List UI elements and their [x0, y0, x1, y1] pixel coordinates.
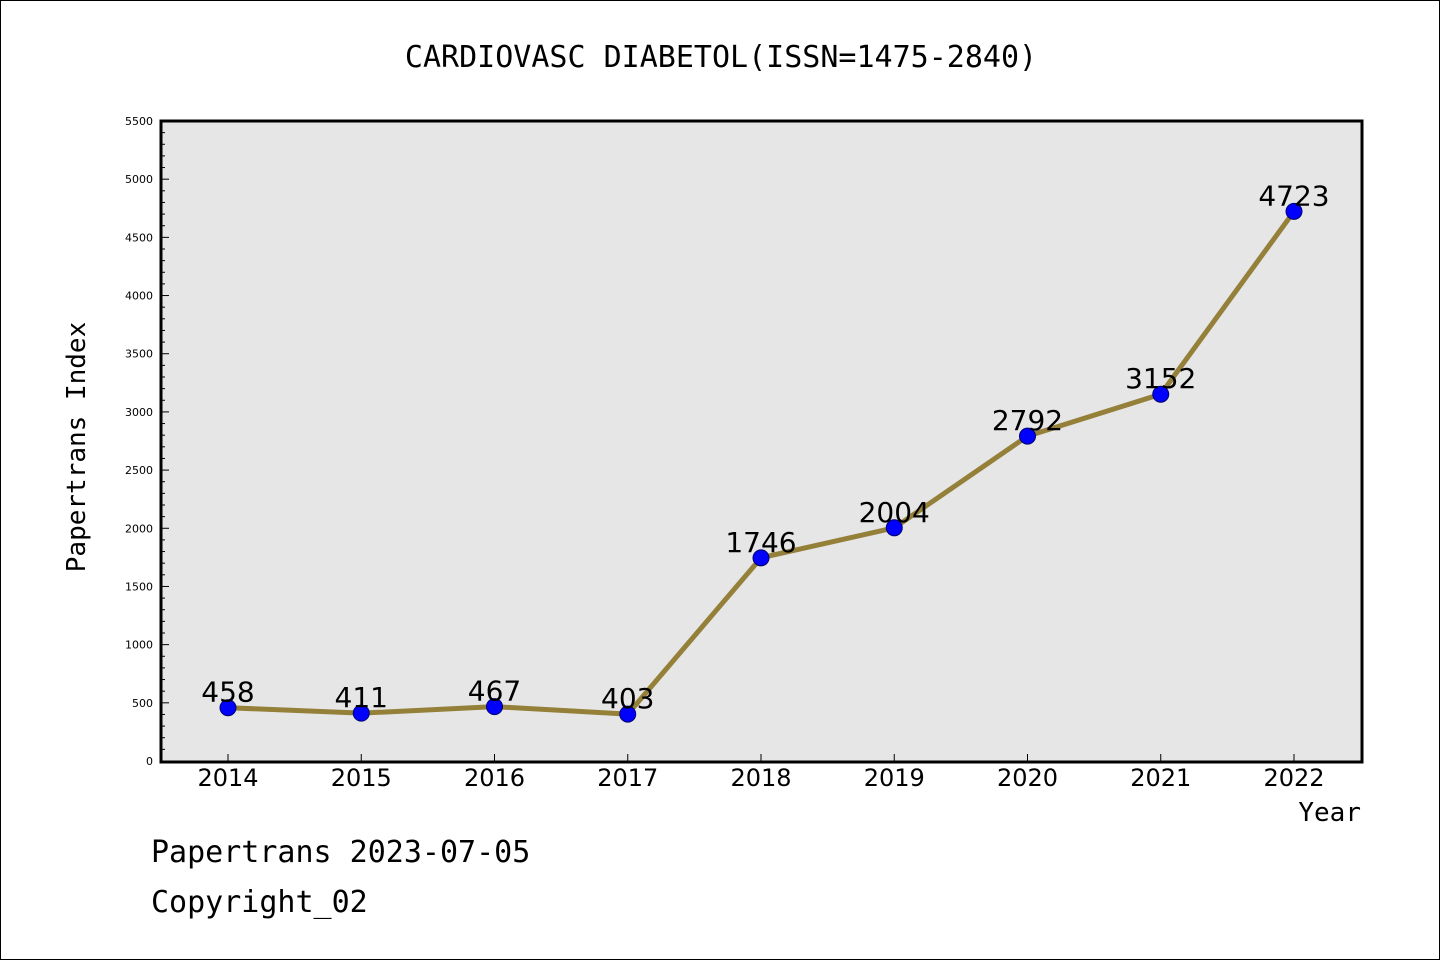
data-point-marker — [352, 704, 370, 722]
x-tick-label: 2019 — [864, 764, 925, 792]
data-label: 458 — [201, 676, 254, 709]
data-point-marker — [619, 705, 637, 723]
y-tick-label: 2000 — [125, 522, 153, 535]
data-label: 467 — [468, 675, 521, 708]
x-tick-label: 2014 — [197, 764, 258, 792]
y-tick-label: 5500 — [125, 115, 153, 128]
y-tick-label: 2500 — [125, 464, 153, 477]
y-tick-label: 500 — [132, 697, 153, 710]
x-tick-label: 2018 — [730, 764, 791, 792]
y-axis-ticks: 0 500 1000 1500 2000 2500 3000 3500 4000 4500 5000… — [125, 115, 169, 768]
data-label: 2004 — [859, 496, 930, 529]
data-point-marker — [1019, 427, 1036, 445]
data-labels: 458 411 467 403 1746 2004 2792 3152 4723 — [201, 179, 1329, 715]
y-tick-label: 0 — [146, 755, 153, 768]
y-tick-label: 4000 — [125, 290, 153, 303]
data-point-marker — [486, 698, 503, 716]
data-point-marker — [1285, 202, 1303, 220]
x-tick-label: 2020 — [997, 764, 1058, 792]
x-axis-ticks: 2014 2015 2016 2017 2018 2019 2020 2021 2022 — [197, 754, 1325, 792]
data-label: 411 — [335, 681, 388, 714]
data-point-marker — [752, 549, 770, 567]
data-label: 4723 — [1258, 179, 1329, 212]
x-tick-label: 2021 — [1130, 764, 1191, 792]
data-point-marker — [1152, 385, 1170, 403]
footer-date-text: Papertrans 2023-07-05 — [151, 835, 531, 870]
data-point-marker — [219, 699, 237, 717]
y-axis-label: Papertrans Index — [62, 322, 92, 572]
y-tick-label: 3000 — [125, 406, 153, 419]
data-markers — [219, 202, 1303, 723]
plot-area — [159, 119, 1364, 764]
data-label: 1746 — [725, 526, 796, 559]
y-tick-label: 3500 — [125, 348, 153, 361]
data-label: 3152 — [1125, 362, 1196, 395]
data-point-marker — [885, 519, 903, 537]
y-tick-label: 5000 — [125, 173, 153, 186]
data-label: 2792 — [992, 404, 1063, 437]
chart-title: CARDIOVASC DIABETOL(ISSN=1475-2840) — [405, 40, 1037, 75]
x-axis-label: Year — [1298, 798, 1361, 828]
x-tick-label: 2016 — [464, 764, 525, 792]
y-tick-label: 4500 — [125, 231, 153, 244]
x-tick-label: 2017 — [597, 764, 658, 792]
footer-copyright-text: Copyright_02 — [151, 885, 368, 920]
x-tick-label: 2022 — [1263, 764, 1324, 792]
data-label: 403 — [601, 682, 654, 715]
x-tick-label: 2015 — [331, 764, 392, 792]
y-tick-label: 1500 — [125, 580, 153, 593]
y-tick-label: 1000 — [125, 639, 153, 652]
